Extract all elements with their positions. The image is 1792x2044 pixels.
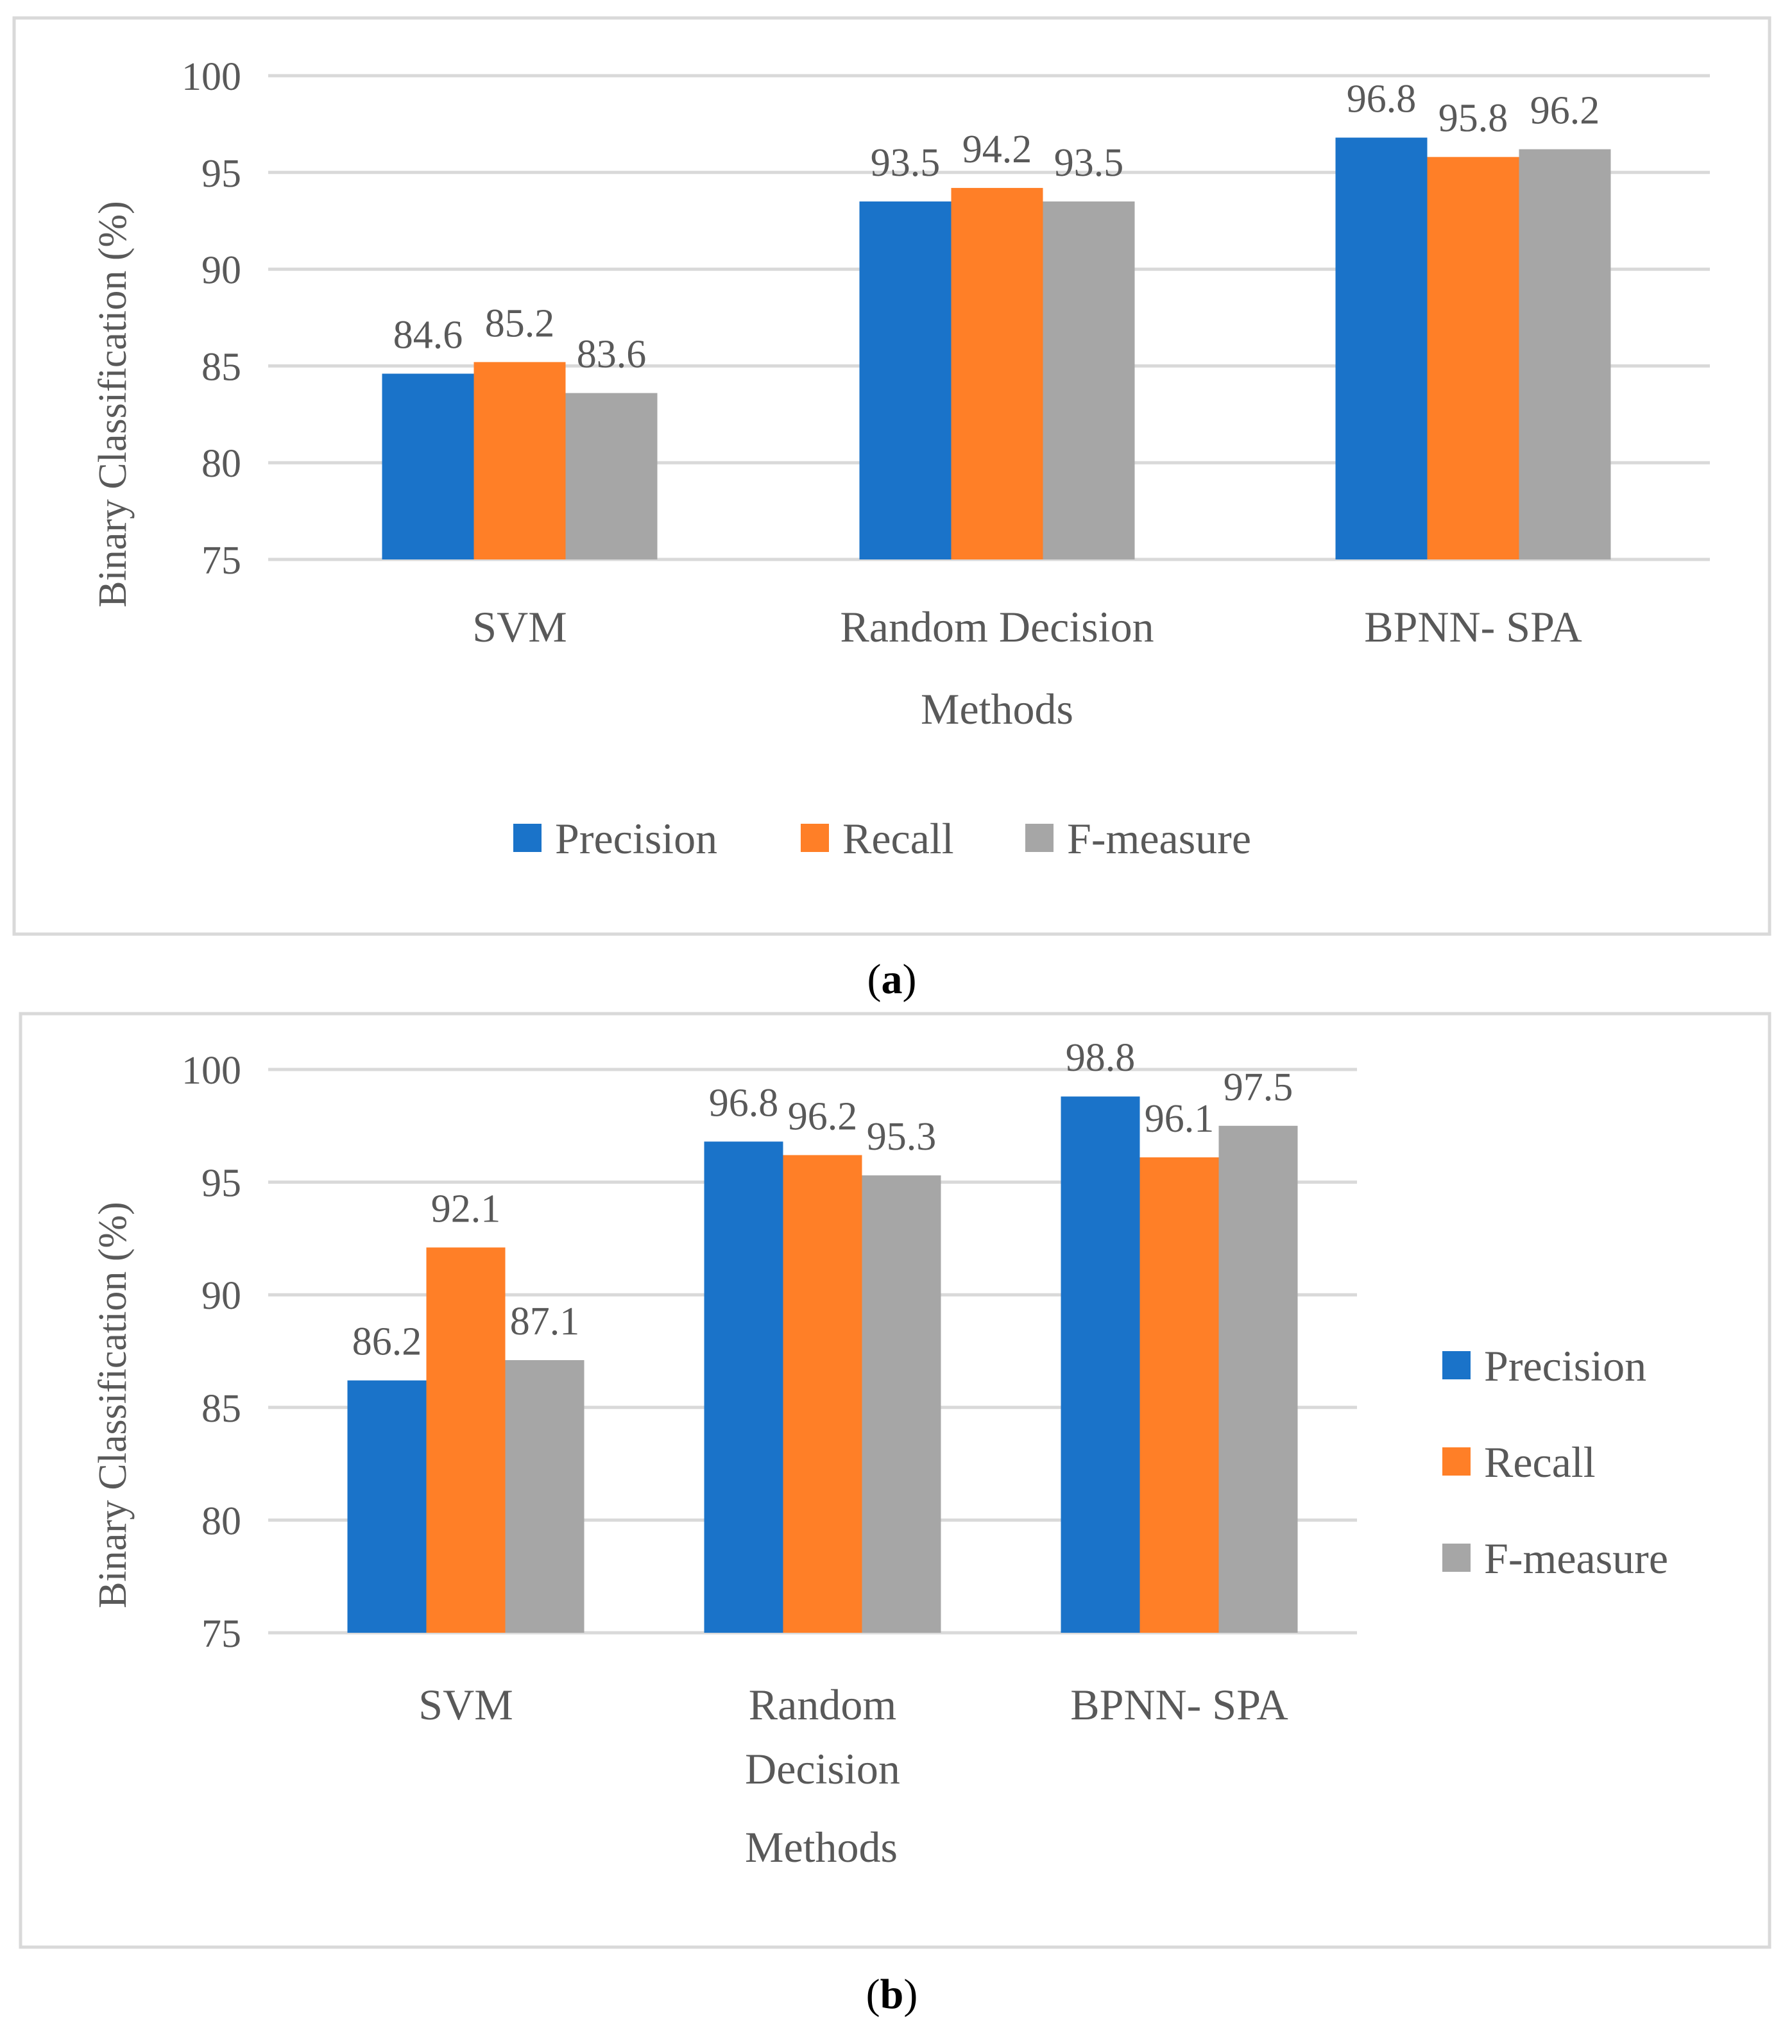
data-label: 96.1	[1145, 1097, 1215, 1141]
chart-a-data-labels: 84.6 85.2 83.6 93.5 94.2 93.5 96.8 95.8 96.2	[393, 78, 1600, 377]
bar-recall-bpnn-spa	[1427, 157, 1519, 559]
data-label: 97.5	[1224, 1066, 1293, 1109]
x-tick-label: Random Decision	[840, 602, 1154, 651]
data-label: 95.3	[867, 1115, 937, 1159]
bar-f-measure-bpnn-spa	[1519, 149, 1611, 559]
data-label: 86.2	[352, 1320, 422, 1364]
chart-b-y-ticks: 75 80 85 90 95 100	[182, 1049, 241, 1656]
y-tick-label: 95	[201, 152, 241, 196]
data-label: 84.6	[393, 313, 463, 357]
bar-recall-bpnn-spa	[1139, 1157, 1219, 1633]
legend-swatch-recall	[1442, 1447, 1471, 1476]
chart-b-legend: Precision Recall F-measure	[1442, 1341, 1668, 1583]
y-tick-label: 85	[201, 1387, 241, 1431]
data-label: 96.8	[1347, 78, 1417, 121]
legend-swatch-f-measure	[1025, 824, 1054, 852]
bar-f-measure-svm	[505, 1360, 585, 1633]
y-tick-label: 90	[201, 1274, 241, 1318]
chart-a-legend: Precision Recall F-measure	[513, 814, 1251, 863]
bar-recall-svm	[474, 362, 566, 559]
y-tick-label: 95	[201, 1162, 241, 1205]
data-label: 96.2	[788, 1094, 858, 1138]
data-label: 95.8	[1438, 97, 1508, 141]
panel-b-caption: (b)	[866, 1971, 918, 2018]
chart-panel-b: 75 80 85 90 95 100 86.2 92.1 87.1 96.8 96.2 95.3 98…	[19, 1012, 1771, 1949]
data-label: 92.1	[431, 1187, 501, 1231]
bar-f-measure-random-decision	[862, 1175, 941, 1633]
chart-a-x-axis-label: Methods	[921, 685, 1073, 733]
y-tick-label: 75	[201, 539, 241, 583]
data-label: 85.2	[485, 302, 555, 345]
chart-b-x-ticks: SVM Random Decision BPNN- SPA	[418, 1680, 1288, 1793]
legend-swatch-precision	[513, 824, 542, 852]
chart-panel-a: 75 80 85 90 95 100 84.6 85.2 83.6 93.5 94.2 93.5 96…	[12, 16, 1771, 936]
chart-b-data-labels: 86.2 92.1 87.1 96.8 96.2 95.3 98.896.197.5	[352, 1036, 1293, 1364]
data-label: 96.8	[709, 1081, 779, 1125]
chart-a-bars	[382, 137, 1611, 560]
y-tick-label: 100	[182, 55, 241, 99]
bar-recall-random-decision	[951, 187, 1043, 560]
legend-label-f-measure: F-measure	[1067, 814, 1251, 863]
x-tick-label: BPNN- SPA	[1070, 1680, 1288, 1729]
bar-recall-random-decision	[783, 1155, 862, 1633]
x-tick-label: BPNN- SPA	[1364, 602, 1582, 651]
legend-swatch-precision	[1442, 1351, 1471, 1379]
chart-a-x-ticks: SVM Random Decision BPNN- SPA	[472, 602, 1582, 651]
data-label: 96.2	[1530, 89, 1600, 133]
legend-swatch-f-measure	[1442, 1544, 1471, 1572]
y-tick-label: 85	[201, 345, 241, 389]
panel-b-caption-letter: b	[880, 1971, 904, 2018]
bar-precision-random-decision	[859, 201, 951, 559]
legend-label-f-measure: F-measure	[1484, 1534, 1668, 1583]
x-tick-line: Decision	[745, 1744, 900, 1793]
y-tick-label: 100	[182, 1049, 241, 1093]
chart-a-y-axis-label: Binary Classification (%)	[91, 201, 135, 608]
bar-recall-svm	[426, 1247, 506, 1633]
data-label: 94.2	[962, 128, 1032, 171]
data-label: 98.8	[1066, 1036, 1136, 1080]
x-tick-label: Random Decision	[745, 1680, 900, 1793]
chart-b-bars	[347, 1096, 1298, 1633]
legend-label-recall: Recall	[1484, 1438, 1596, 1486]
y-tick-label: 75	[201, 1612, 241, 1656]
data-label: 93.5	[871, 141, 941, 185]
y-tick-label: 80	[201, 1499, 241, 1543]
panel-a-caption: (a)	[867, 956, 917, 1003]
bar-f-measure-svm	[565, 393, 658, 559]
bar-f-measure-bpnn-spa	[1218, 1125, 1298, 1633]
x-tick-label: SVM	[418, 1680, 513, 1729]
chart-a-y-ticks: 75 80 85 90 95 100	[182, 55, 241, 583]
bar-precision-random-decision	[704, 1141, 783, 1633]
bar-precision-svm	[347, 1380, 427, 1633]
data-label: 83.6	[577, 333, 647, 377]
legend-label-precision: Precision	[1484, 1341, 1646, 1390]
bar-precision-bpnn-spa	[1061, 1096, 1140, 1633]
y-tick-label: 80	[201, 442, 241, 486]
legend-label-recall: Recall	[842, 814, 954, 863]
chart-b-y-axis-label: Binary Classification (%)	[91, 1202, 135, 1608]
legend-label-precision: Precision	[555, 814, 717, 863]
bar-f-measure-random-decision	[1043, 201, 1135, 559]
x-tick-line: Random	[749, 1680, 896, 1729]
legend-swatch-recall	[801, 824, 829, 852]
data-label: 87.1	[510, 1300, 580, 1343]
chart-b-x-axis-label: Methods	[745, 1823, 898, 1871]
x-tick-label: SVM	[472, 602, 567, 651]
data-label: 93.5	[1054, 141, 1124, 185]
bar-precision-svm	[382, 373, 474, 559]
bar-precision-bpnn-spa	[1335, 137, 1428, 560]
y-tick-label: 90	[201, 249, 241, 293]
panel-a-caption-letter: a	[882, 956, 903, 1003]
